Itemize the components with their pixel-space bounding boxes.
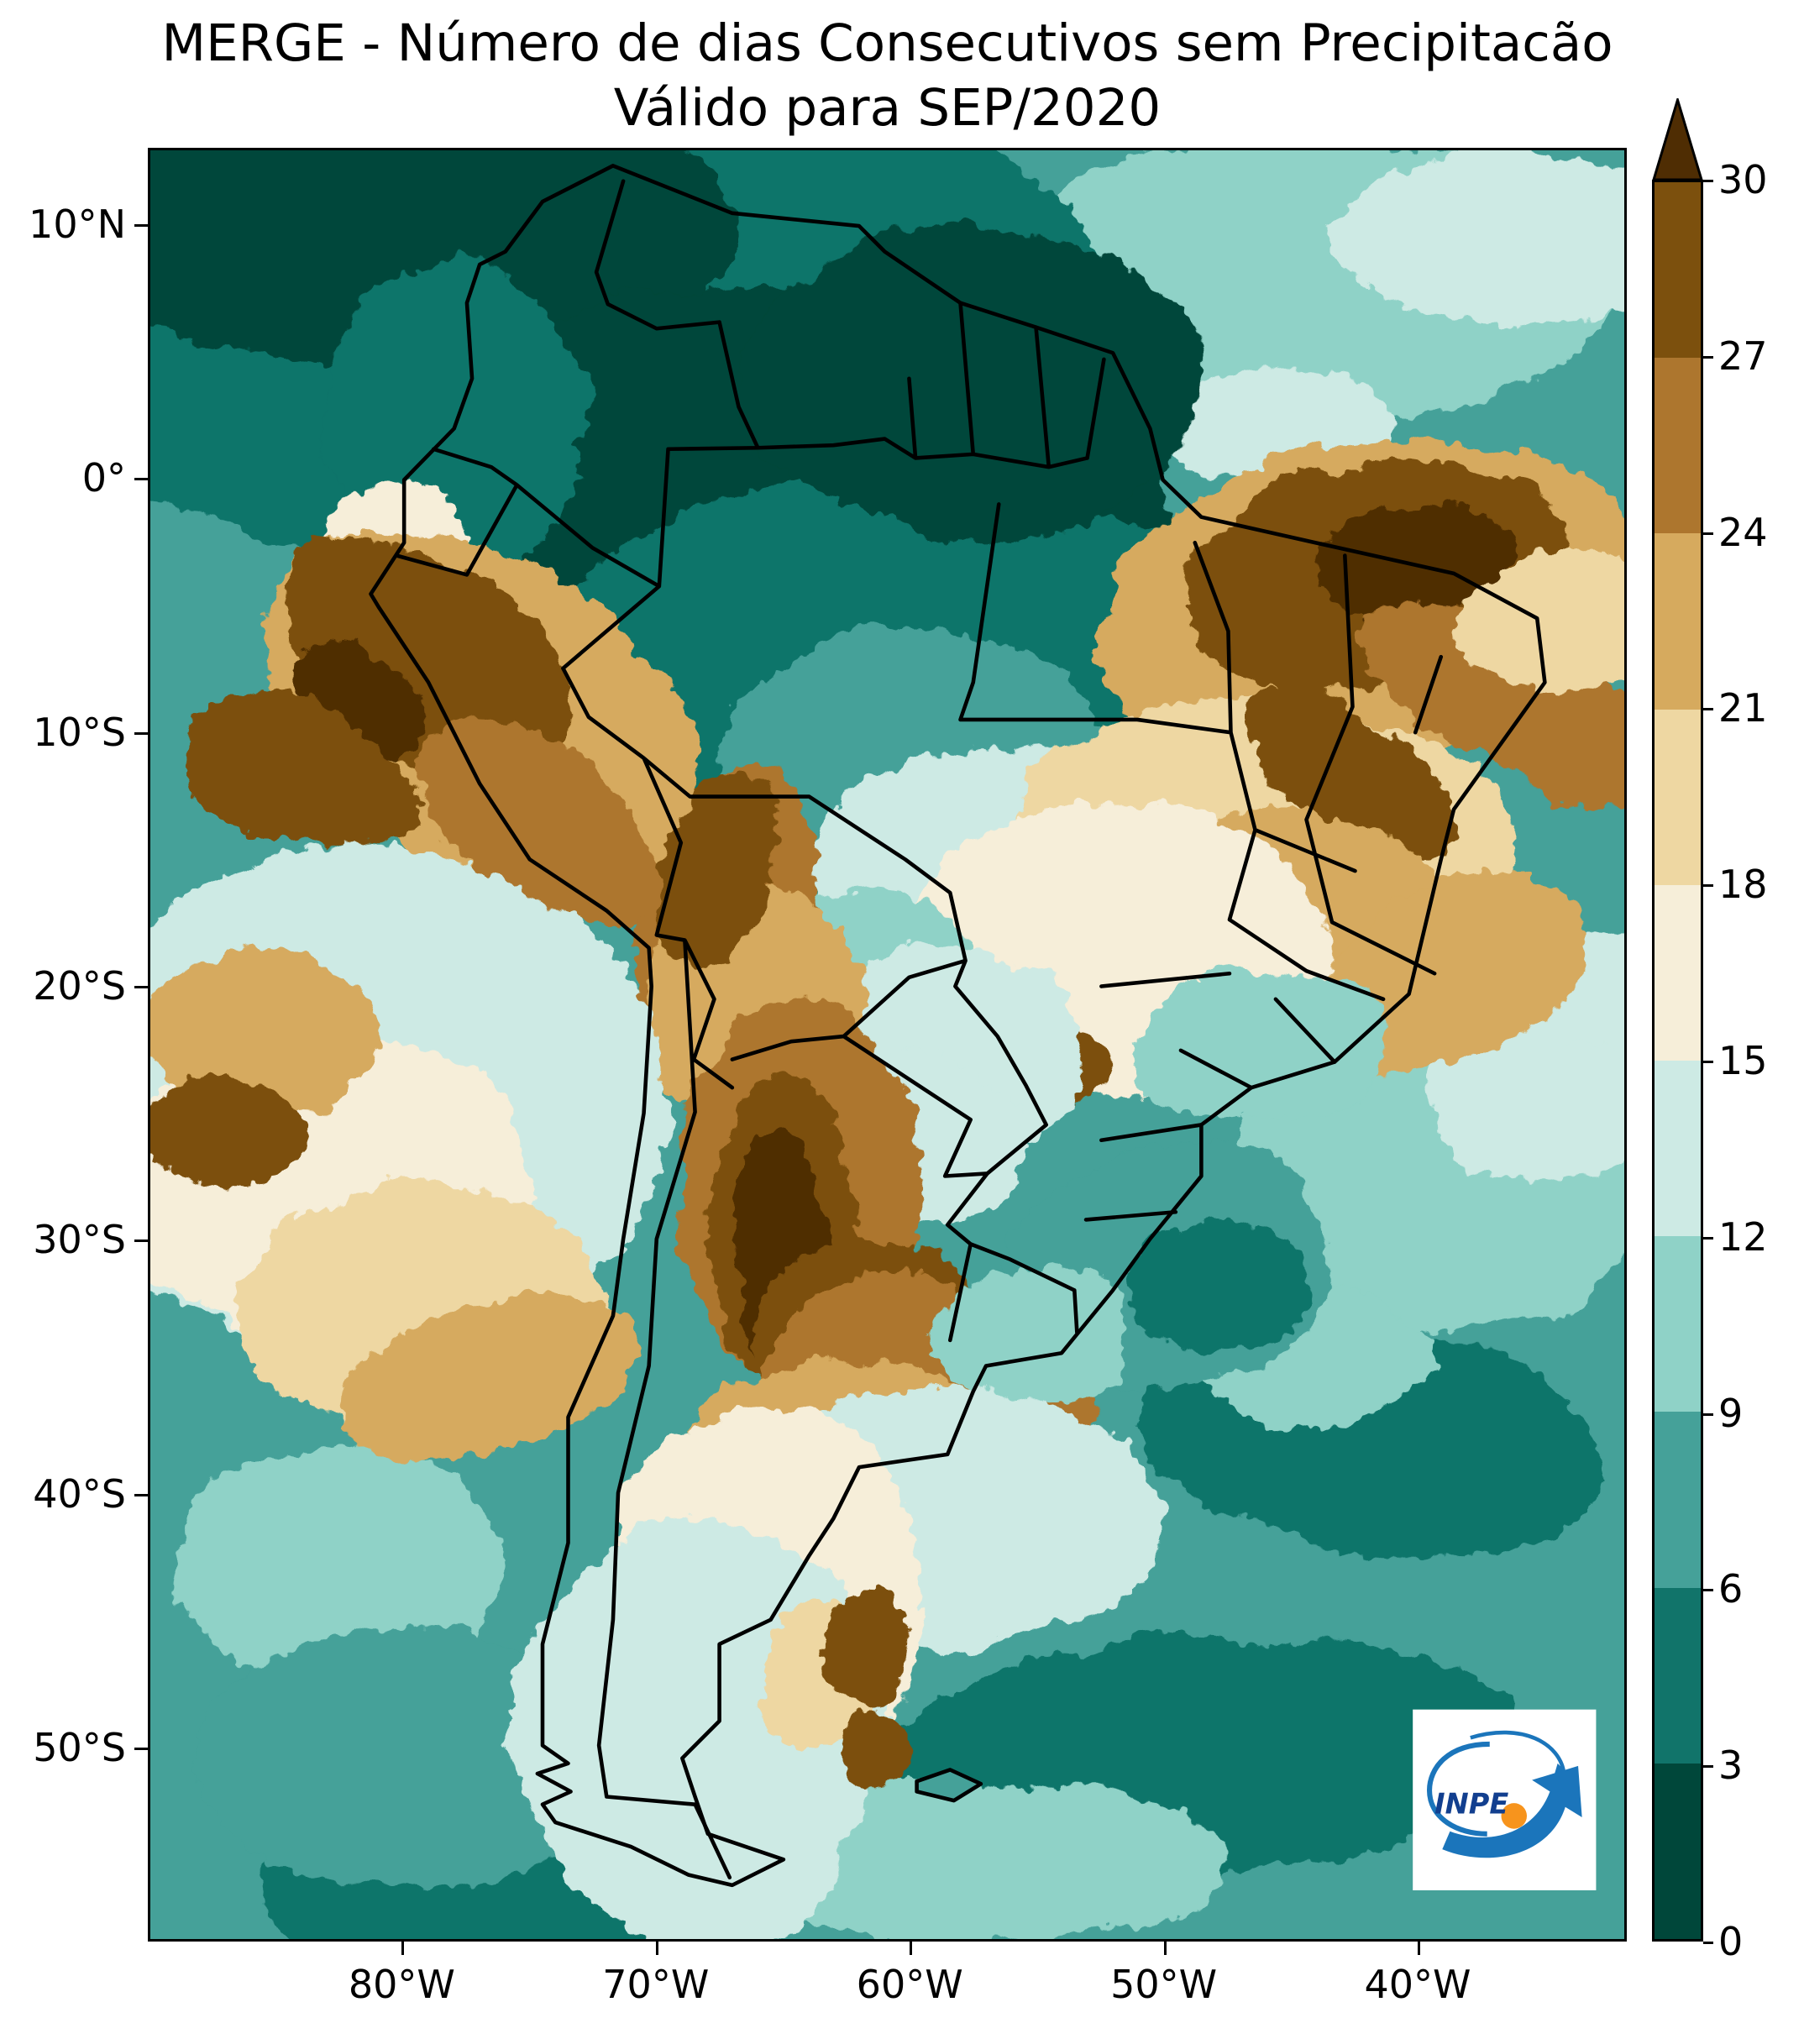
heatmap-region-blob bbox=[150, 957, 381, 1113]
x-tickmark bbox=[401, 1942, 405, 1955]
state-borders bbox=[958, 502, 1444, 1222]
inpe-orbit-arc-left bbox=[1426, 1741, 1490, 1837]
political-borders bbox=[369, 164, 1547, 1888]
y-tickmark bbox=[134, 1493, 148, 1496]
colorbar-tick-label: 24 bbox=[1718, 509, 1768, 555]
colorbar-tickmark bbox=[1703, 180, 1713, 182]
heatmap-region-blob bbox=[1245, 683, 1452, 862]
x-tick-label: 60°W bbox=[856, 1962, 963, 2007]
colorbar-tick-label: 12 bbox=[1718, 1213, 1768, 1260]
title-line2: Válido para SEP/2020 bbox=[613, 77, 1162, 138]
inpe-swoosh-arrow bbox=[1442, 1765, 1582, 1858]
heatmap-region-blob bbox=[1457, 553, 1624, 695]
colorbar-tick-label: 18 bbox=[1718, 862, 1768, 908]
heatmap-region-blob bbox=[938, 1269, 1131, 1403]
country-borders bbox=[394, 179, 1106, 1879]
colorbar-tickmark bbox=[1703, 1236, 1713, 1240]
colorbar-tick-label: 30 bbox=[1718, 157, 1768, 202]
x-tick-label: 50°W bbox=[1110, 1962, 1218, 2007]
colorbar bbox=[1652, 180, 1703, 1942]
colorbar-tick-label: 0 bbox=[1718, 1919, 1744, 1964]
y-tick-label: 40°S bbox=[33, 1470, 126, 1517]
colorbar-tick-label: 9 bbox=[1718, 1390, 1744, 1436]
colorbar-segment-24 bbox=[1655, 358, 1701, 534]
heatmap-region-blob bbox=[1432, 1028, 1624, 1183]
x-tick-label: 80°W bbox=[348, 1962, 455, 2007]
heatmap-region-blob bbox=[1374, 597, 1624, 806]
colorbar-tickmark bbox=[1703, 708, 1713, 711]
colorbar-segment-6 bbox=[1655, 1412, 1701, 1588]
map-plot-area: INPE bbox=[148, 148, 1627, 1942]
colorbar-tickmark bbox=[1703, 532, 1713, 535]
heatmap-region-blob bbox=[416, 723, 667, 925]
colorbar-tickmark bbox=[1703, 1412, 1713, 1416]
heatmap-region-blob bbox=[1128, 1218, 1314, 1352]
colorbar-over-arrow bbox=[1652, 98, 1703, 180]
heatmap-region-blob bbox=[181, 694, 415, 851]
x-tickmark bbox=[910, 1942, 913, 1955]
y-tick-label: 0° bbox=[81, 455, 126, 501]
colorbar-tickmark bbox=[1703, 355, 1713, 359]
heatmap-region-blob bbox=[1318, 504, 1508, 617]
colorbar-segment-21 bbox=[1655, 533, 1701, 710]
heatmap-region-blob bbox=[841, 1709, 908, 1802]
inpe-orange-dot bbox=[1501, 1803, 1528, 1829]
y-tick-label: 20°S bbox=[33, 962, 126, 1009]
colorbar-segment-15 bbox=[1655, 884, 1701, 1061]
heatmap-region-blob bbox=[740, 227, 1202, 536]
colorbar-tick-label: 27 bbox=[1718, 333, 1768, 379]
heatmap-region-blob bbox=[150, 1077, 305, 1186]
south-america-map: INPE bbox=[150, 150, 1624, 1939]
heatmap-region-blob bbox=[1137, 971, 1394, 1125]
colorbar-tick-label: 21 bbox=[1718, 685, 1768, 731]
colorbar-tickmark bbox=[1703, 1765, 1713, 1769]
colorbar-tick-label: 3 bbox=[1718, 1743, 1744, 1789]
y-tickmark bbox=[134, 1240, 148, 1243]
colorbar-tick-label: 15 bbox=[1718, 1038, 1768, 1083]
inpe-orbit-arc-top bbox=[1470, 1730, 1566, 1774]
inpe-logo: INPE bbox=[1413, 1709, 1597, 1890]
heatmap-region-blob bbox=[824, 1589, 907, 1707]
heatmap-region-blob bbox=[1329, 150, 1624, 330]
y-tick-label: 50°S bbox=[33, 1725, 126, 1771]
y-tickmark bbox=[134, 478, 148, 481]
y-tick-label: 10°S bbox=[33, 709, 126, 755]
heatmap-region-blob bbox=[341, 1287, 638, 1463]
x-tickmark bbox=[1418, 1942, 1420, 1955]
colorbar-segment-0 bbox=[1655, 1763, 1701, 1939]
colorbar-tickmark bbox=[1703, 1061, 1713, 1063]
colorbar-tick-label: 6 bbox=[1718, 1566, 1744, 1612]
colorbar-segment-12 bbox=[1655, 1060, 1701, 1237]
x-tick-label: 70°W bbox=[602, 1962, 710, 2007]
x-tickmark bbox=[655, 1942, 658, 1955]
y-tickmark bbox=[134, 223, 148, 227]
island bbox=[915, 1768, 983, 1803]
y-tickmark bbox=[134, 985, 148, 988]
x-tickmark bbox=[1163, 1942, 1167, 1955]
y-tickmark bbox=[134, 731, 148, 735]
y-tick-label: 30°S bbox=[33, 1217, 126, 1263]
colorbar-tickmark bbox=[1703, 1942, 1713, 1944]
x-tick-label: 40°W bbox=[1364, 1962, 1471, 2007]
colorbar-tickmark bbox=[1703, 884, 1713, 888]
coastline bbox=[369, 164, 1547, 1888]
y-tickmark bbox=[134, 1748, 148, 1751]
colorbar-segment-9 bbox=[1655, 1236, 1701, 1412]
colorbar-tickmark bbox=[1703, 1589, 1713, 1592]
colorbar-segment-27 bbox=[1655, 181, 1701, 359]
heatmap-region-blob bbox=[202, 1624, 625, 1895]
chart-title: MERGE - Número de dias Consecutivos sem … bbox=[148, 12, 1627, 141]
title-line1: MERGE - Número de dias Consecutivos sem … bbox=[161, 13, 1613, 73]
y-tick-label: 10°N bbox=[29, 201, 126, 247]
colorbar-segment-18 bbox=[1655, 709, 1701, 885]
inpe-logo-text: INPE bbox=[1434, 1787, 1508, 1820]
colorbar-segment-3 bbox=[1655, 1587, 1701, 1764]
